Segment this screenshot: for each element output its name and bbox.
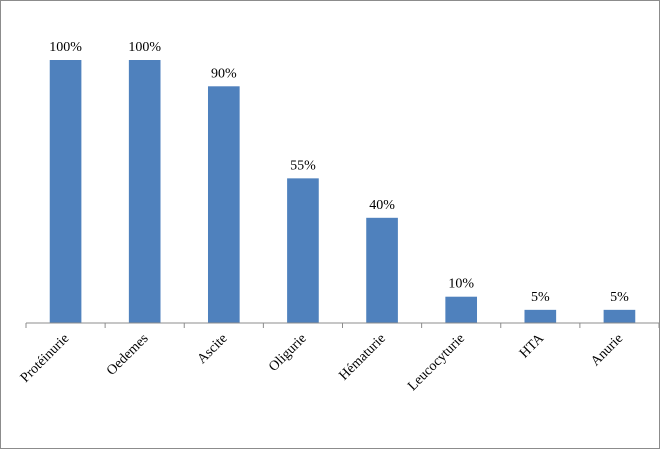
- bar: [128, 60, 161, 323]
- value-label: 5%: [531, 290, 550, 305]
- value-label: 10%: [448, 277, 474, 292]
- bar: [49, 60, 82, 323]
- value-label: 55%: [290, 158, 316, 173]
- value-label: 100%: [128, 40, 161, 55]
- bar: [445, 296, 478, 323]
- value-label: 100%: [49, 40, 82, 55]
- bar: [287, 178, 319, 323]
- bar: [207, 86, 240, 323]
- value-label: 90%: [211, 66, 237, 81]
- bar: [524, 309, 557, 323]
- bar: [366, 217, 398, 323]
- value-label: 40%: [369, 198, 395, 213]
- value-label: 5%: [610, 290, 629, 305]
- bar: [603, 309, 636, 323]
